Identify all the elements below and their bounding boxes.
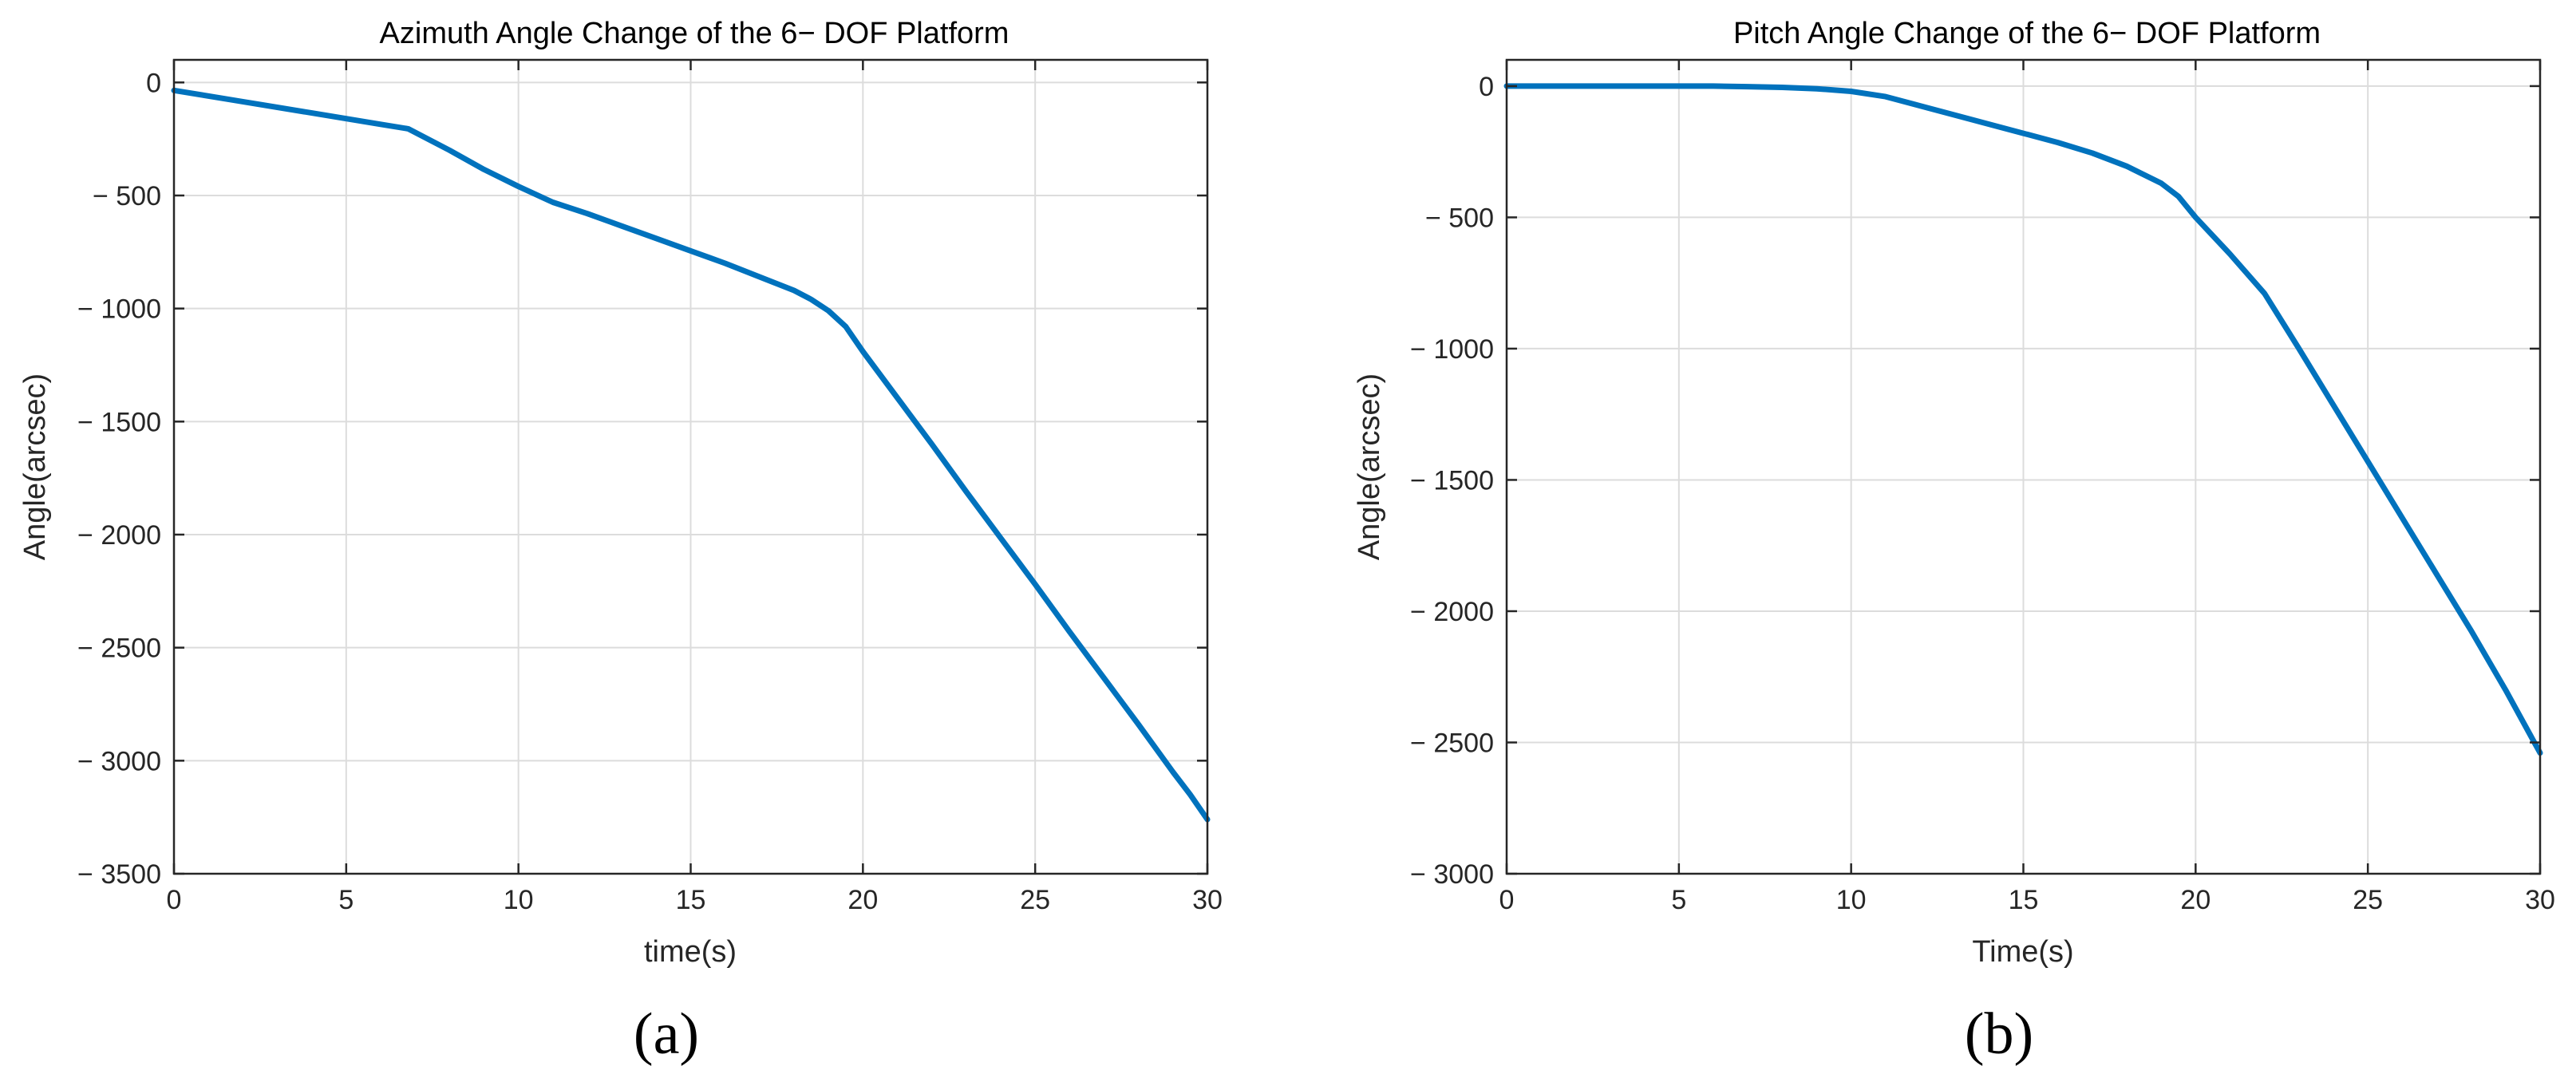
chart-title: Azimuth Angle Change of the 6− DOF Platf… bbox=[380, 17, 1009, 50]
y-tick-label: − 2000 bbox=[77, 520, 161, 551]
gridlines bbox=[173, 60, 1208, 875]
x-tick-label: 0 bbox=[167, 885, 182, 915]
y-axis-title: Angle(arcsec) bbox=[18, 373, 52, 560]
y-tick-label: − 3000 bbox=[77, 746, 161, 776]
y-tick-label: − 1500 bbox=[1410, 465, 1494, 496]
y-tick-label: − 1500 bbox=[77, 407, 161, 437]
x-tick-label: 20 bbox=[847, 885, 878, 915]
y-tick-label: − 2500 bbox=[77, 634, 161, 664]
x-tick-label: 5 bbox=[338, 885, 354, 915]
y-axis-title: Angle(arcsec) bbox=[1353, 373, 1386, 560]
x-axis-title: Time(s) bbox=[1972, 935, 2073, 969]
y-tick-label: − 500 bbox=[93, 181, 161, 211]
series-line bbox=[1503, 83, 2543, 756]
x-tick-label: 10 bbox=[1836, 885, 1867, 915]
y-tick-label: 0 bbox=[146, 68, 161, 98]
y-tick-label: − 3500 bbox=[77, 859, 161, 890]
x-tick-label: 20 bbox=[2180, 885, 2211, 915]
series-line-layer bbox=[171, 87, 1211, 823]
x-tick-label: 30 bbox=[2525, 885, 2555, 915]
series-line-layer bbox=[1503, 83, 2543, 756]
panel-label: (b) bbox=[1965, 1001, 2033, 1067]
y-tick-label: − 1000 bbox=[77, 294, 161, 325]
x-tick-label: 0 bbox=[1499, 885, 1515, 915]
chart-title: Pitch Angle Change of the 6− DOF Platfor… bbox=[1733, 17, 2321, 50]
chart-panel-pitch: Pitch Angle Change of the 6− DOF Platfor… bbox=[1353, 17, 2555, 1067]
x-tick-label: 15 bbox=[2009, 885, 2039, 915]
y-tick-label: − 500 bbox=[1425, 203, 1494, 233]
x-tick-label: 15 bbox=[676, 885, 706, 915]
panel-label: (a) bbox=[634, 1001, 699, 1067]
y-tick-label: − 2000 bbox=[1410, 597, 1494, 627]
chart-panel-azimuth: Azimuth Angle Change of the 6− DOF Platf… bbox=[18, 17, 1223, 1067]
x-tick-label: 25 bbox=[2353, 885, 2383, 915]
x-tick-label: 10 bbox=[504, 885, 534, 915]
y-tick-label: − 2500 bbox=[1410, 728, 1494, 758]
axis-ticks: 0 5 10 15 20 25 30 0 − 500 − 1000 − 1500 − 2000 − 25… bbox=[77, 60, 1223, 915]
x-tick-label: 30 bbox=[1192, 885, 1223, 915]
series-line bbox=[171, 87, 1211, 823]
x-axis-title: time(s) bbox=[644, 935, 737, 969]
y-tick-label: − 3000 bbox=[1410, 859, 1494, 890]
x-tick-label: 25 bbox=[1020, 885, 1050, 915]
y-tick-label: 0 bbox=[1479, 72, 1494, 102]
x-tick-label: 5 bbox=[1671, 885, 1686, 915]
gridlines bbox=[1506, 60, 2541, 875]
axis-ticks: 0 5 10 15 20 25 30 0 − 500 − 1000 − 1500 − 2000 − 25… bbox=[1410, 60, 2555, 915]
y-tick-label: − 1000 bbox=[1410, 334, 1494, 365]
